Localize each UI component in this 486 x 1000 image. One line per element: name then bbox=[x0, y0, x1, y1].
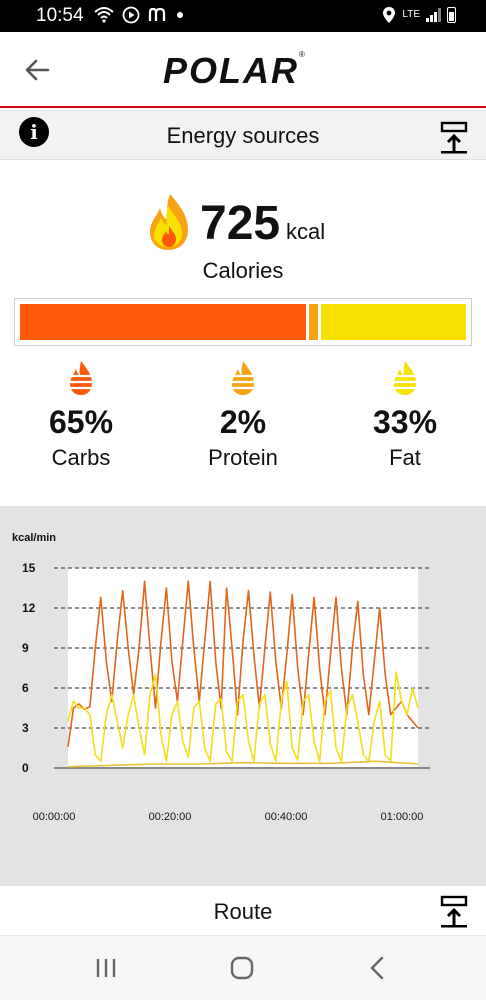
carbs-label: Carbs bbox=[51, 445, 111, 470]
protein-flame-icon bbox=[232, 361, 254, 395]
y-tick-label: 15 bbox=[22, 561, 36, 575]
section-title: Energy sources bbox=[166, 123, 320, 148]
dot-icon bbox=[177, 12, 183, 18]
carbs-flame-icon bbox=[70, 361, 92, 395]
energy-sources-header: i Energy sources bbox=[0, 110, 486, 160]
fat-label: Fat bbox=[389, 445, 421, 470]
protein-series-line bbox=[67, 760, 419, 768]
info-icon[interactable]: i bbox=[19, 117, 49, 147]
route-export-icon[interactable] bbox=[440, 894, 468, 928]
fat-source: 33% Fat bbox=[330, 360, 480, 471]
x-tick-label: 01:00:00 bbox=[381, 811, 424, 823]
status-time: 10:54 bbox=[36, 5, 84, 26]
system-nav-bar bbox=[0, 936, 486, 1000]
energy-sources-bar bbox=[14, 298, 472, 346]
recent-apps-icon[interactable] bbox=[86, 952, 126, 984]
protein-percent: 2% bbox=[219, 404, 267, 440]
media-icon bbox=[122, 6, 140, 24]
y-axis-label: kcal/min bbox=[12, 532, 56, 544]
fat-bar-segment bbox=[320, 304, 466, 340]
calories-value: 725 bbox=[200, 197, 281, 250]
y-tick-label: 9 bbox=[22, 641, 29, 655]
calories-label: Calories bbox=[202, 258, 284, 283]
carbs-series-line bbox=[67, 580, 419, 747]
back-arrow-icon[interactable] bbox=[18, 50, 58, 90]
fat-series-line bbox=[67, 671, 419, 763]
lte-icon: LTE bbox=[402, 9, 420, 20]
location-icon bbox=[383, 7, 396, 23]
protein-bar-segment bbox=[309, 304, 318, 340]
home-icon[interactable] bbox=[222, 952, 262, 984]
energy-chart: kcal/min 15 12 9 6 3 0 00:00:00 00:20:00 00:40:… bbox=[12, 532, 430, 823]
x-tick-label: 00:00:00 bbox=[33, 811, 76, 823]
carbs-bar-segment bbox=[20, 304, 306, 340]
calories-flame-icon bbox=[150, 194, 188, 250]
route-title: Route bbox=[213, 899, 273, 924]
y-tick-label: 12 bbox=[22, 601, 36, 615]
app-notification-icon bbox=[148, 7, 166, 21]
app-bar: POLAR® bbox=[0, 32, 486, 108]
route-row[interactable]: Route bbox=[0, 886, 486, 936]
y-tick-label: 3 bbox=[22, 721, 29, 735]
protein-label: Protein bbox=[208, 445, 278, 470]
export-icon[interactable] bbox=[440, 120, 468, 154]
fat-flame-icon bbox=[394, 361, 416, 395]
energy-chart-panel: kcal/min 15 12 9 6 3 0 00:00:00 00:20:00 00:40:… bbox=[0, 506, 486, 886]
status-bar: 10:54 LTE bbox=[0, 0, 486, 32]
polar-logo: POLAR® bbox=[163, 50, 307, 91]
x-tick-label: 00:40:00 bbox=[265, 811, 308, 823]
y-tick-label: 6 bbox=[22, 681, 29, 695]
battery-icon bbox=[447, 7, 456, 23]
carbs-source: 65% Carbs bbox=[6, 360, 156, 471]
wifi-calling-icon bbox=[94, 7, 114, 23]
y-tick-label: 0 bbox=[22, 761, 29, 775]
back-nav-icon[interactable] bbox=[358, 952, 398, 984]
calories-unit: kcal bbox=[286, 219, 326, 244]
fat-percent: 33% bbox=[372, 404, 438, 440]
x-tick-label: 00:20:00 bbox=[149, 811, 192, 823]
carbs-percent: 65% bbox=[48, 404, 114, 440]
signal-icon bbox=[426, 8, 441, 22]
protein-source: 2% Protein bbox=[168, 360, 318, 471]
